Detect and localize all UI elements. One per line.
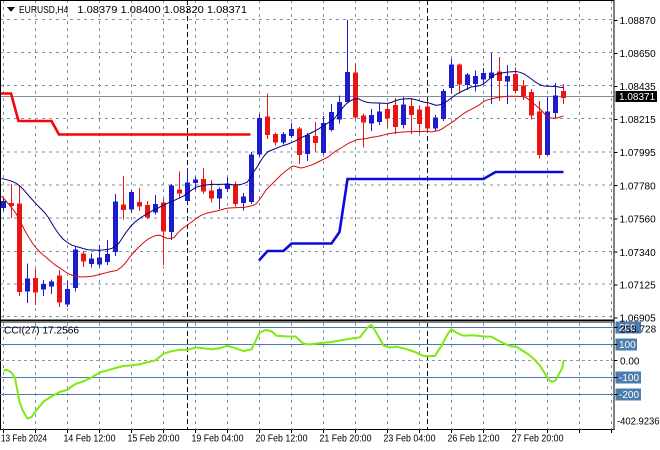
svg-text:23 Feb 04:00: 23 Feb 04:00 <box>384 433 436 444</box>
svg-text:-100: -100 <box>619 373 639 384</box>
svg-text:0.00: 0.00 <box>620 356 640 367</box>
svg-text:1.08650: 1.08650 <box>620 49 657 60</box>
svg-text:20 Feb 12:00: 20 Feb 12:00 <box>256 433 308 444</box>
svg-text:1.07560: 1.07560 <box>620 215 657 226</box>
svg-text:EURUSD,H4: EURUSD,H4 <box>19 4 68 16</box>
svg-text:1.08435: 1.08435 <box>620 82 657 93</box>
svg-text:1.07780: 1.07780 <box>620 181 657 192</box>
svg-text:1.08371: 1.08371 <box>619 92 656 103</box>
svg-text:14 Feb 12:00: 14 Feb 12:00 <box>64 433 116 444</box>
svg-text:15 Feb 20:00: 15 Feb 20:00 <box>128 433 180 444</box>
svg-text:13 Feb 2024: 13 Feb 2024 <box>1 433 47 444</box>
svg-text:1.07995: 1.07995 <box>620 148 657 159</box>
svg-text:1.08215: 1.08215 <box>620 115 657 126</box>
svg-text:1.08870: 1.08870 <box>620 16 657 27</box>
svg-text:-200: -200 <box>619 390 639 401</box>
svg-text:200: 200 <box>619 323 636 334</box>
svg-text:27 Feb 20:00: 27 Feb 20:00 <box>512 433 564 444</box>
svg-text:19 Feb 04:00: 19 Feb 04:00 <box>192 433 244 444</box>
svg-text:26 Feb 12:00: 26 Feb 12:00 <box>448 433 500 444</box>
svg-text:CCI(27) 17.2566: CCI(27) 17.2566 <box>4 325 79 337</box>
svg-text:100: 100 <box>619 340 636 351</box>
svg-text:1.07125: 1.07125 <box>620 280 657 291</box>
svg-text:-402.9236: -402.9236 <box>617 417 660 428</box>
svg-text:1.06905: 1.06905 <box>620 314 657 325</box>
svg-text:233.728: 233.728 <box>620 325 657 336</box>
svg-text:1.07340: 1.07340 <box>620 248 657 259</box>
svg-text:1.08379 1.08400 1.08320 1.0837: 1.08379 1.08400 1.08320 1.08371 <box>77 4 247 16</box>
svg-text:21 Feb 20:00: 21 Feb 20:00 <box>320 433 372 444</box>
